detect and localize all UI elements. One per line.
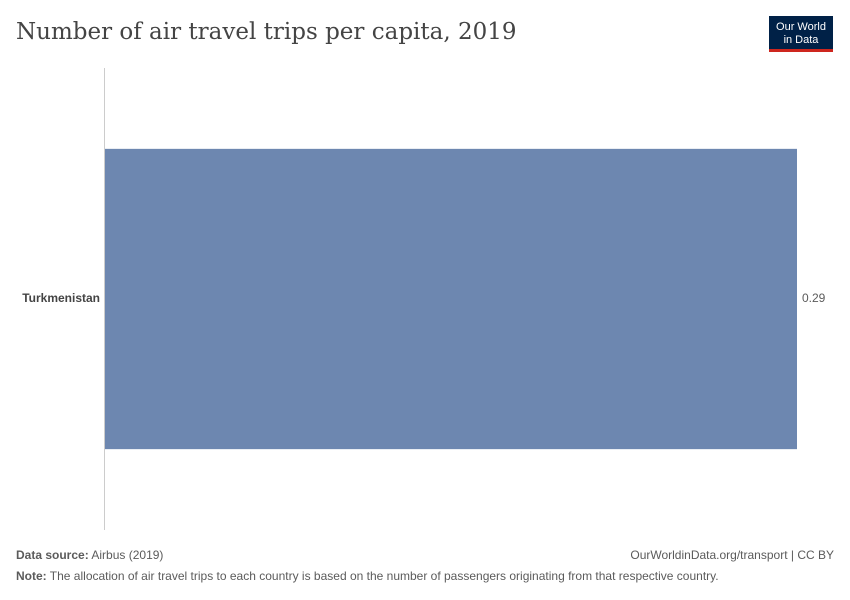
logo-underline (769, 49, 833, 52)
source-label: Data source: (16, 548, 89, 562)
logo-box (769, 16, 833, 49)
note-text: The allocation of air travel trips to ea… (50, 569, 719, 583)
logo: Our World in Data (769, 16, 833, 52)
value-label: 0.29 (802, 291, 826, 305)
note-label: Note: (16, 569, 47, 583)
bar (105, 148, 797, 450)
category-label: Turkmenistan (22, 291, 100, 305)
logo-text: in Data (784, 34, 820, 46)
chart-title: Number of air travel trips per capita, 2… (16, 19, 517, 45)
source-text: Airbus (2019) (91, 548, 163, 562)
note: Note: The allocation of air travel trips… (16, 569, 719, 583)
credit: OurWorldinData.org/transport | CC BY (630, 548, 834, 562)
logo-text: Our World (776, 21, 826, 33)
source: Data source: Airbus (2019) (16, 548, 163, 562)
